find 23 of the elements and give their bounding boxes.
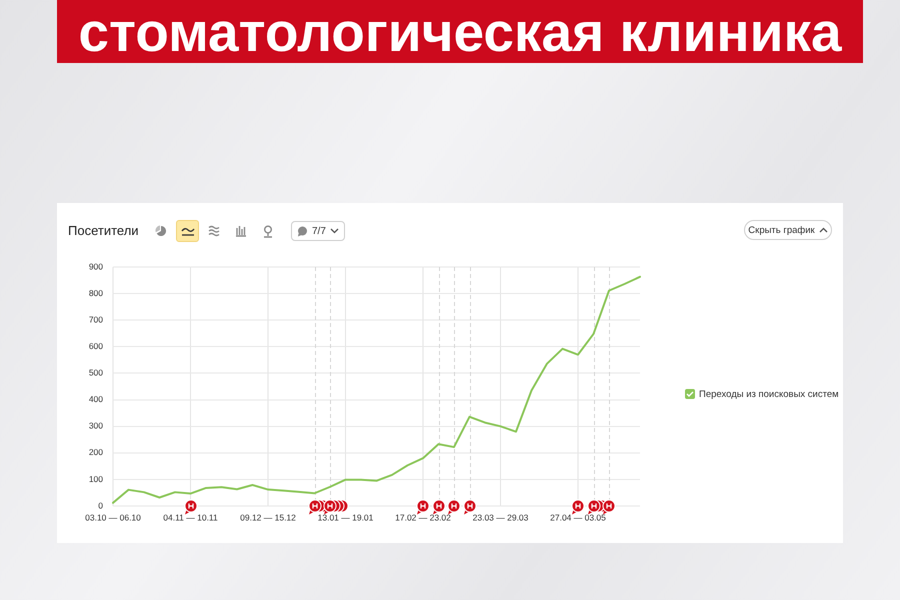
pill-button[interactable]: Скрыть график [744, 220, 832, 240]
chart-subtitle: Посетители [68, 223, 139, 238]
x-tick-label: 09.12 — 15.12 [240, 512, 296, 522]
toggle-button[interactable] [176, 220, 199, 242]
chart-title: стоматологическая клиника [78, 0, 842, 62]
y-tick-label: 400 [88, 394, 104, 404]
x-tick-label: 13.01 — 19.01 [318, 512, 374, 522]
x-tick-label: 17.02 — 23.02 [395, 512, 452, 522]
dropdown-button[interactable]: 7/7 [291, 221, 345, 241]
y-tick-label: 300 [88, 420, 104, 431]
x-tick-label: 27.04 — 03.05 [550, 512, 606, 522]
y-tick-label: 700 [88, 314, 104, 324]
x-tick-label: 23.03 — 29.03 [472, 512, 529, 522]
legend-label: Переходы из поисковых систем [699, 388, 839, 400]
y-tick-label: 200 [88, 447, 104, 458]
y-tick-label: 900 [88, 261, 104, 272]
y-tick-label: 600 [88, 341, 104, 352]
x-tick-label: 04.11 — 10.11 [163, 512, 218, 522]
y-tick-label: 500 [88, 368, 104, 378]
y-tick-label: 0 [98, 500, 104, 510]
y-tick-label: 100 [88, 474, 104, 484]
x-tick-label: 03.10 — 06.10 [85, 512, 142, 522]
y-tick-label: 800 [88, 288, 104, 298]
